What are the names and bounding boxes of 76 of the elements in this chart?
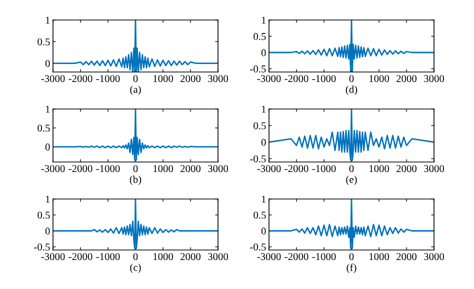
y-tick-label: 0 — [261, 49, 266, 56]
x-tick-label: 2000 — [180, 75, 201, 82]
y-tick-label: 0 — [45, 144, 50, 151]
x-tick-label: -3000 — [257, 75, 281, 82]
y-tick-label: 0.5 — [38, 38, 50, 46]
x-tick-label: -1000 — [312, 75, 336, 82]
x-axis-title: (f) — [346, 264, 356, 274]
x-tick-label: 3000 — [424, 75, 444, 82]
line-series — [53, 109, 218, 161]
x-axis-title: (b) — [130, 176, 142, 186]
y-tick-label: 1 — [262, 106, 266, 113]
line-series — [269, 20, 434, 72]
x-tick-label: 1000 — [370, 165, 390, 172]
y-tick-label: -0.5 — [250, 155, 266, 162]
x-tick-label: 0 — [133, 75, 138, 82]
x-tick-label: -2000 — [284, 75, 308, 82]
x-tick-label: 1000 — [154, 75, 174, 82]
y-tick-label: -0.5 — [250, 65, 266, 73]
x-tick-label: -3000 — [257, 253, 281, 260]
x-tick-label: -2000 — [68, 253, 92, 260]
x-tick-label: 0 — [349, 75, 354, 82]
x-tick-label: 2000 — [180, 253, 201, 260]
y-tick-label: -0.5 — [34, 244, 50, 251]
x-tick-label: 2000 — [396, 75, 417, 82]
y-tick-label: 1 — [262, 196, 266, 203]
line-series — [53, 199, 218, 250]
line-series — [53, 20, 218, 72]
x-tick-label: -2000 — [68, 75, 92, 82]
y-tick-label: 0 — [45, 60, 50, 68]
x-tick-label: -3000 — [257, 165, 281, 172]
y-tick-label: 0.5 — [38, 124, 50, 132]
x-tick-label: 2000 — [180, 165, 201, 172]
y-tick-label: 0.5 — [254, 32, 266, 40]
x-tick-label: -2000 — [284, 253, 308, 260]
x-tick-label: 3000 — [208, 75, 228, 82]
x-tick-label: -3000 — [41, 165, 65, 172]
x-tick-label: -1000 — [96, 253, 120, 260]
y-tick-label: 0.5 — [38, 212, 50, 219]
line-series — [269, 199, 434, 250]
x-axis-title: (c) — [130, 264, 141, 274]
x-tick-label: -1000 — [312, 253, 336, 260]
x-tick-label: -3000 — [41, 75, 65, 82]
x-tick-label: 1000 — [370, 75, 390, 82]
x-tick-label: 1000 — [370, 253, 390, 260]
x-tick-label: 2000 — [396, 253, 417, 260]
y-tick-label: 1 — [262, 16, 266, 24]
x-axis-title: (d) — [346, 86, 358, 96]
y-tick-label: 1 — [46, 106, 50, 113]
x-tick-label: 3000 — [208, 253, 228, 260]
x-tick-label: 2000 — [396, 165, 417, 172]
x-tick-label: -2000 — [68, 165, 92, 172]
x-tick-label: 0 — [349, 165, 354, 172]
y-tick-label: 1 — [46, 196, 50, 203]
y-tick-label: -0.5 — [250, 244, 266, 251]
y-tick-label: 0.5 — [254, 122, 266, 130]
x-tick-label: 1000 — [154, 165, 174, 172]
x-tick-label: -2000 — [284, 165, 308, 172]
x-tick-label: 0 — [133, 165, 138, 172]
x-tick-label: 0 — [349, 253, 354, 260]
x-tick-label: -1000 — [312, 165, 336, 172]
y-tick-label: 0.5 — [254, 212, 266, 219]
x-tick-label: 1000 — [154, 253, 174, 260]
y-tick-label: 0 — [261, 228, 266, 235]
line-series — [269, 109, 434, 162]
x-tick-label: 0 — [133, 253, 138, 260]
y-tick-label: 1 — [46, 16, 50, 24]
x-tick-label: -3000 — [41, 253, 65, 260]
x-axis-title: (e) — [346, 176, 357, 186]
x-tick-label: -1000 — [96, 75, 120, 82]
x-tick-label: 3000 — [208, 165, 228, 172]
y-tick-label: 0 — [45, 228, 50, 235]
x-axis-title: (a) — [130, 86, 141, 96]
y-tick-label: 0 — [261, 138, 266, 146]
x-tick-label: 3000 — [424, 165, 444, 172]
x-tick-label: -1000 — [96, 165, 120, 172]
x-tick-label: 3000 — [424, 253, 444, 260]
